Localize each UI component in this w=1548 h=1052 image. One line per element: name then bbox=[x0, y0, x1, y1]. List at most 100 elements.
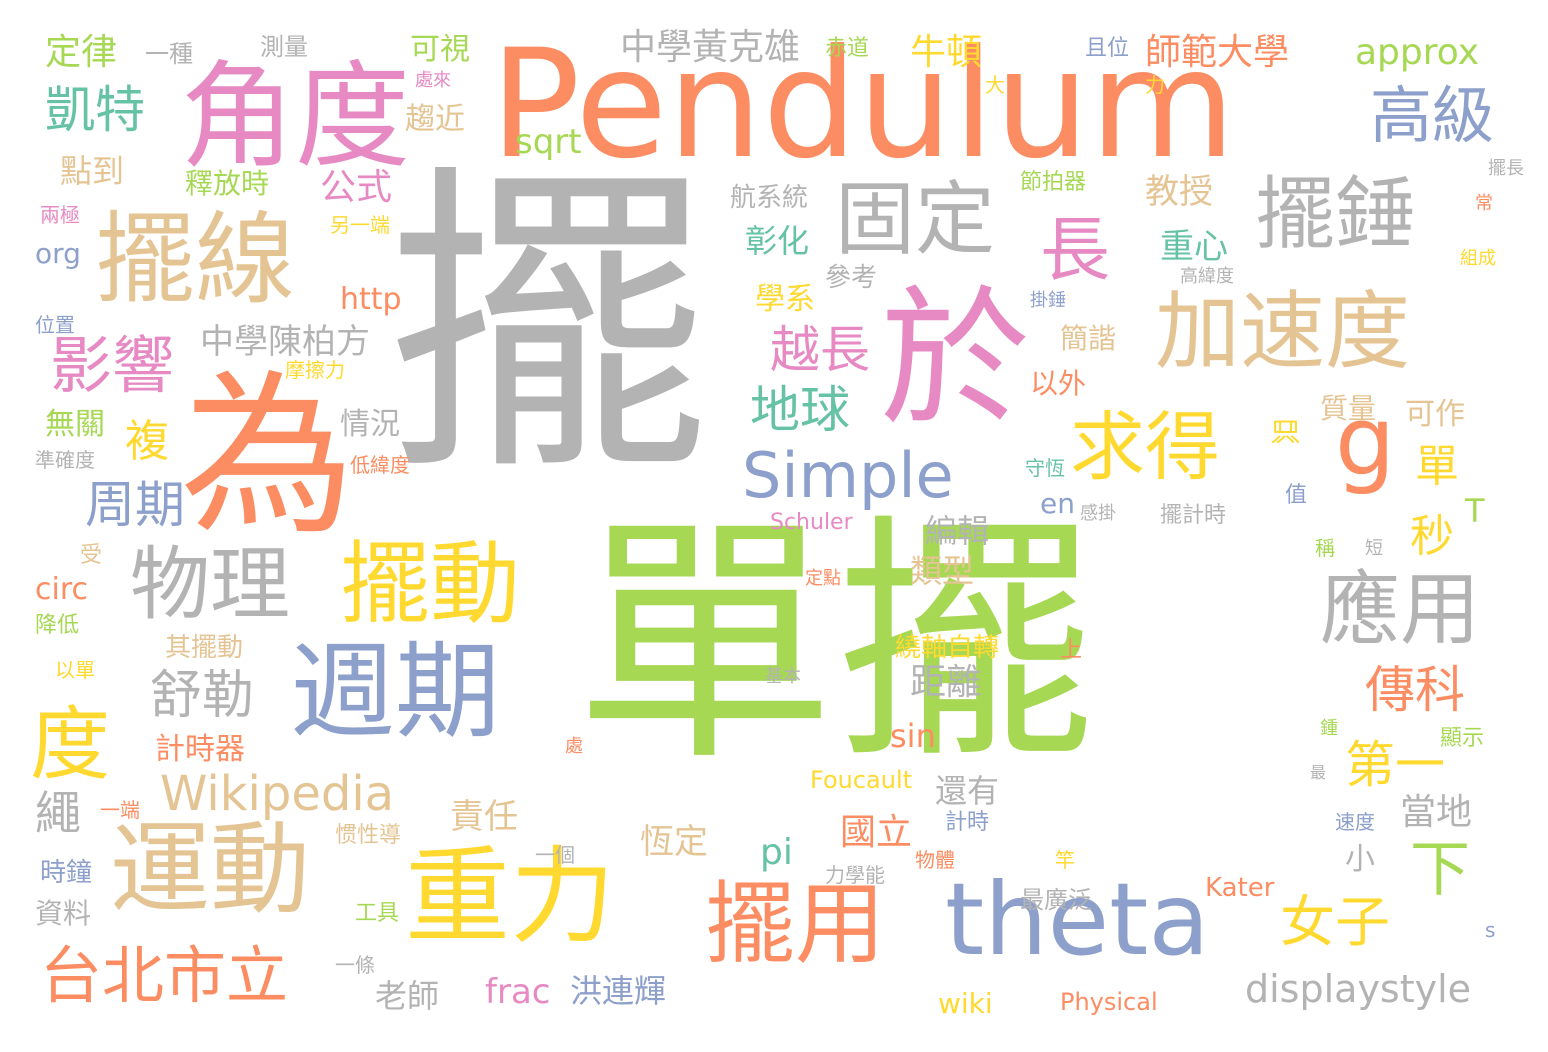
word-cloud-word: 趨近 bbox=[405, 102, 465, 137]
word-cloud-word: frac bbox=[485, 972, 551, 1012]
word-cloud-word: 秒 bbox=[1410, 511, 1454, 562]
word-cloud-word: 一種 bbox=[145, 40, 193, 68]
word-cloud-word: 凱特 bbox=[45, 81, 145, 139]
word-cloud-word: 值 bbox=[1285, 483, 1308, 508]
word-cloud-word: 無關 bbox=[45, 407, 105, 442]
word-cloud-word: 周期 bbox=[85, 476, 185, 534]
word-cloud-word: 工具 bbox=[355, 901, 400, 926]
word-cloud-word: 擺長 bbox=[1488, 158, 1524, 179]
word-cloud-word: 洪連輝 bbox=[570, 972, 667, 1010]
word-cloud-word: 影響 bbox=[50, 329, 175, 402]
word-cloud-word: 掛錘 bbox=[1030, 290, 1066, 311]
word-cloud-word: theta bbox=[945, 861, 1210, 978]
word-cloud-word: 惯性導 bbox=[335, 823, 402, 848]
word-cloud-word: 擺用 bbox=[705, 872, 885, 977]
word-cloud-word: 測量 bbox=[260, 33, 308, 61]
word-cloud-word: Kater bbox=[1205, 873, 1275, 903]
word-cloud-word: 力 bbox=[1145, 73, 1165, 97]
word-cloud-word: 為 bbox=[180, 356, 355, 559]
word-cloud-word: 以單 bbox=[55, 658, 95, 682]
word-cloud-word: 擺錘 bbox=[1255, 168, 1415, 261]
word-cloud-word: 中學陳柏方 bbox=[200, 322, 370, 362]
word-cloud-word: 位置 bbox=[35, 313, 75, 337]
word-cloud-word: 最 bbox=[1310, 763, 1327, 782]
word-cloud-word: 基本 bbox=[765, 666, 801, 687]
word-cloud-word: 航系統 bbox=[730, 183, 809, 213]
word-cloud-word: 稱 bbox=[1315, 536, 1335, 560]
word-cloud-word: 週期 bbox=[290, 631, 501, 753]
word-cloud-word: 學系 bbox=[755, 282, 815, 317]
word-cloud-word: 上 bbox=[1060, 638, 1083, 663]
word-cloud-word: 另一端 bbox=[330, 213, 390, 237]
word-cloud-word: 只 bbox=[1270, 418, 1297, 448]
word-cloud-word: 大 bbox=[985, 73, 1005, 97]
word-cloud-word: T bbox=[1465, 492, 1485, 530]
word-cloud-word: 竿 bbox=[1055, 848, 1075, 872]
word-cloud-word: approx bbox=[1355, 32, 1479, 73]
word-cloud-word: 參考 bbox=[825, 263, 878, 293]
word-cloud-word: 最廣泛 bbox=[1020, 886, 1092, 914]
word-cloud-word: 質量 bbox=[1320, 392, 1377, 425]
word-cloud-word: 加速度 bbox=[1155, 283, 1411, 382]
word-cloud-word: 繞軸自轉 bbox=[895, 633, 1000, 663]
word-cloud-word: 定點 bbox=[805, 568, 841, 589]
word-cloud-word: 類型 bbox=[910, 552, 975, 590]
word-cloud-word: 距離 bbox=[910, 662, 983, 703]
word-cloud-word: 赤道 bbox=[825, 36, 870, 61]
word-cloud-word: 摩擦力 bbox=[285, 358, 345, 382]
word-cloud-word: 複 bbox=[125, 416, 169, 467]
word-cloud-word: 釋放時 bbox=[185, 167, 270, 200]
word-cloud-word: 短 bbox=[1365, 538, 1383, 559]
word-cloud-word: 低緯度 bbox=[350, 453, 410, 477]
word-cloud-word: 資料 bbox=[35, 897, 92, 930]
word-cloud-word: circ bbox=[35, 572, 88, 607]
word-cloud-word: 恆定 bbox=[640, 822, 708, 862]
word-cloud-word: 常 bbox=[1475, 193, 1493, 214]
word-cloud-word: 以外 bbox=[1030, 367, 1087, 400]
word-cloud-word: 其擺動 bbox=[165, 633, 244, 663]
word-cloud-word: 物理 bbox=[130, 538, 290, 631]
word-cloud-word: sqrt bbox=[515, 122, 582, 162]
word-cloud-word: 牛頓 bbox=[910, 32, 983, 73]
word-cloud-word: 彰化 bbox=[745, 222, 810, 260]
word-cloud-word: 固定 bbox=[835, 173, 995, 266]
word-cloud-word: Foucault bbox=[810, 766, 913, 794]
word-cloud-word: 重心 bbox=[1160, 227, 1228, 267]
word-cloud-word: 節拍器 bbox=[1020, 170, 1087, 195]
word-cloud-word: 師範大學 bbox=[1145, 32, 1290, 73]
word-cloud-word: 速度 bbox=[1335, 810, 1375, 834]
word-cloud-word: 下 bbox=[1410, 835, 1470, 905]
word-cloud-word: 台北市立 bbox=[40, 939, 289, 1012]
word-cloud-word: 處來 bbox=[415, 70, 451, 91]
word-cloud-word: 單擺 bbox=[575, 494, 1095, 796]
word-cloud-word: 可作 bbox=[1405, 397, 1465, 432]
word-cloud-word: 顯示 bbox=[1440, 726, 1485, 751]
word-cloud-word: http bbox=[340, 282, 402, 317]
word-cloud-word: 可視 bbox=[410, 32, 470, 67]
word-cloud-word: Schuler bbox=[770, 510, 853, 535]
word-cloud-word: 降低 bbox=[35, 613, 80, 638]
word-cloud-word: Physical bbox=[1060, 988, 1158, 1016]
word-cloud-word: 且位 bbox=[1085, 36, 1130, 61]
word-cloud-word: 守恆 bbox=[1025, 456, 1065, 480]
word-cloud-word: 組成 bbox=[1460, 248, 1496, 269]
word-cloud-word: en bbox=[1040, 487, 1075, 520]
word-cloud-word: 重力 bbox=[405, 836, 616, 958]
word-cloud-word: 點到 bbox=[60, 152, 125, 190]
word-cloud-word: 度 bbox=[30, 698, 110, 791]
word-cloud-word: 還有 bbox=[935, 772, 1000, 810]
word-cloud-word: 力學能 bbox=[825, 863, 885, 887]
word-cloud-word: 鍾 bbox=[1320, 718, 1338, 739]
word-cloud-word: 傳科 bbox=[1365, 661, 1465, 719]
word-cloud-word: 責任 bbox=[450, 797, 518, 837]
word-cloud-word: 簡諧 bbox=[1060, 322, 1117, 355]
word-cloud-word: 擺計時 bbox=[1160, 503, 1227, 528]
word-cloud-word: 應用 bbox=[1320, 563, 1480, 656]
word-cloud-word: 中學黃克雄 bbox=[620, 27, 801, 68]
word-cloud-word: 定律 bbox=[45, 32, 118, 73]
word-cloud-word: 兩極 bbox=[40, 203, 80, 227]
word-cloud-word: 女子 bbox=[1280, 890, 1391, 954]
word-cloud-word: 計時 bbox=[945, 810, 990, 835]
word-cloud-word: 教授 bbox=[1145, 172, 1213, 212]
